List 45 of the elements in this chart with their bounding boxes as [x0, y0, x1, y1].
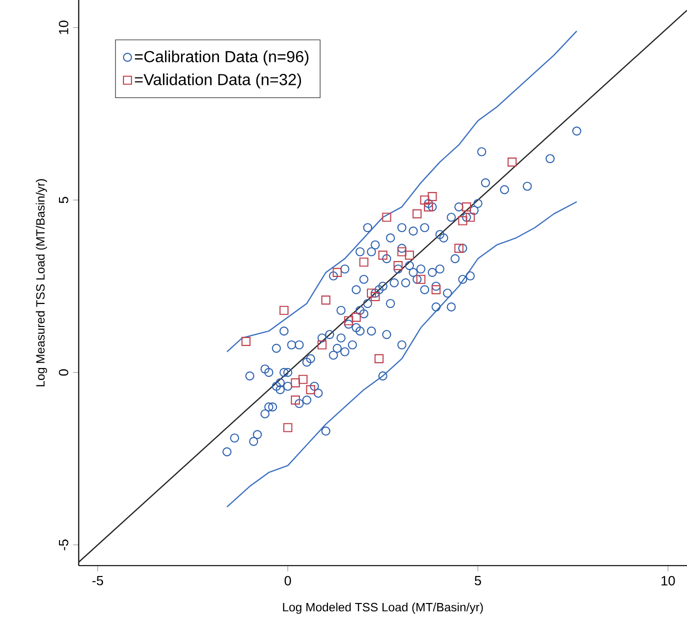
point [306, 385, 316, 394]
x-tick-label: 10 [662, 576, 675, 586]
point [394, 260, 403, 270]
point [416, 274, 426, 284]
point [317, 340, 327, 350]
x-axis-title: Log Modeled TSS Load (MT/Basin/yr) [283, 602, 483, 614]
point [378, 250, 388, 260]
point [424, 202, 434, 212]
point [370, 292, 380, 301]
legend-label: =Validation Data (n=32) [134, 73, 301, 88]
legend-label: =Calibration Data (n=96) [134, 50, 308, 66]
point [466, 212, 475, 222]
point [298, 374, 308, 384]
point [344, 316, 354, 326]
point [290, 378, 300, 388]
point [432, 285, 441, 294]
point [332, 268, 342, 277]
point [374, 354, 384, 364]
point [412, 209, 422, 218]
y-tick-label: 0 [58, 369, 68, 376]
point [397, 247, 406, 256]
y-tick-label: 10 [58, 20, 68, 34]
point [420, 195, 430, 204]
point [366, 288, 376, 298]
point [404, 250, 414, 260]
point [352, 312, 361, 322]
x-tick-label: 0 [284, 576, 291, 586]
point [508, 157, 517, 166]
point [382, 212, 392, 222]
x-tick-label: -5 [92, 576, 104, 586]
point [454, 244, 464, 253]
point [279, 306, 289, 315]
y-axis-title: Log Measured TSS Load (MT/Basin/yr) [36, 178, 48, 386]
point [241, 336, 251, 346]
y-tick-label: -5 [58, 539, 68, 550]
point [359, 257, 368, 267]
point [458, 216, 468, 226]
point [321, 295, 330, 304]
line-series [226, 201, 578, 508]
y-tick-label: 5 [58, 196, 68, 204]
point [462, 202, 472, 212]
point [290, 395, 300, 404]
x-tick-label: 5 [474, 576, 482, 586]
point [428, 192, 437, 201]
point [283, 422, 292, 432]
